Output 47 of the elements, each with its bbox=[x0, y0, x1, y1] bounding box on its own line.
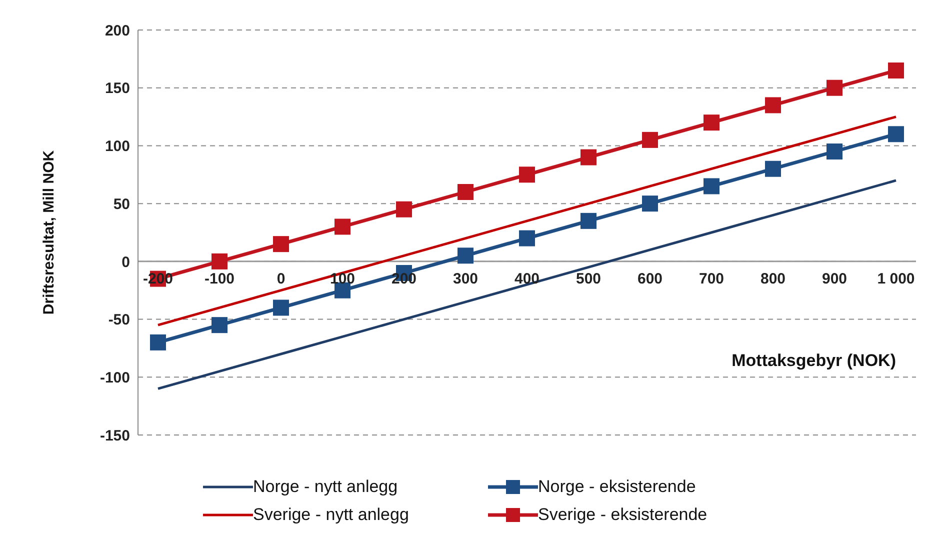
point bbox=[519, 166, 535, 183]
point bbox=[888, 62, 904, 78]
y-tick-label: 200 bbox=[104, 22, 130, 40]
point bbox=[580, 149, 596, 166]
y-tick-label: 150 bbox=[104, 80, 130, 98]
point bbox=[826, 80, 842, 96]
y-tick-label: -150 bbox=[100, 427, 130, 444]
point bbox=[396, 201, 412, 218]
point bbox=[765, 97, 781, 114]
y-tick-label: 100 bbox=[104, 138, 130, 156]
point bbox=[334, 218, 350, 235]
point bbox=[150, 334, 166, 350]
point bbox=[273, 300, 289, 316]
legend-label: Sverige - nytt anlegg bbox=[253, 505, 409, 525]
x-tick-label: 300 bbox=[452, 270, 478, 288]
x-tick-label: 800 bbox=[760, 270, 786, 288]
point bbox=[519, 230, 535, 246]
y-tick-label: 50 bbox=[113, 196, 130, 213]
point bbox=[642, 196, 658, 212]
point bbox=[212, 253, 228, 270]
x-tick-label: 500 bbox=[576, 270, 602, 288]
y-axis-title: Driftsresultat, Mill NOK bbox=[40, 150, 58, 315]
x-tick-label: 1 000 bbox=[877, 270, 915, 288]
point bbox=[642, 132, 658, 148]
legend-label: Norge - eksisterende bbox=[538, 477, 696, 497]
x-tick-label: 600 bbox=[637, 270, 663, 288]
point bbox=[212, 317, 228, 334]
point bbox=[888, 126, 904, 142]
x-tick-label: 700 bbox=[698, 270, 724, 288]
legend-label: Sverige - eksisterende bbox=[538, 505, 708, 525]
x-tick-label: 0 bbox=[276, 270, 286, 288]
y-tick-label: -100 bbox=[100, 369, 130, 386]
y-tick-label: 0 bbox=[122, 254, 130, 271]
point bbox=[704, 178, 720, 194]
point bbox=[273, 236, 289, 252]
point bbox=[458, 184, 474, 200]
point bbox=[580, 212, 596, 229]
legend-label: Norge - nytt anlegg bbox=[253, 477, 398, 497]
x-tick-label: 900 bbox=[822, 270, 848, 288]
x-tick-label: 400 bbox=[514, 270, 540, 288]
x-axis-title: Mottaksgebyr (NOK) bbox=[732, 351, 896, 372]
point bbox=[458, 248, 474, 264]
y-tick-label: -50 bbox=[108, 312, 130, 329]
point bbox=[704, 114, 720, 131]
point bbox=[765, 160, 781, 177]
point bbox=[826, 144, 842, 160]
x-tick-label: -100 bbox=[204, 270, 235, 288]
